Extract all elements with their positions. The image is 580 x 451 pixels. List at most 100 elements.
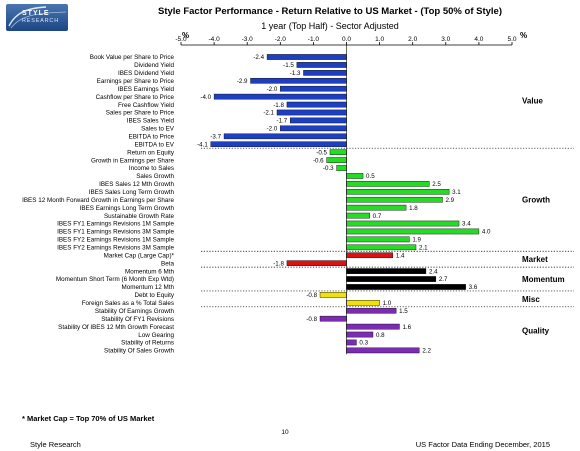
value-label: -0.6 bbox=[313, 157, 324, 164]
bar bbox=[346, 323, 400, 330]
group-label: Market bbox=[522, 255, 548, 264]
value-label: 3.1 bbox=[452, 189, 461, 196]
value-label: -0.8 bbox=[306, 316, 317, 323]
x-tick-label: -2.0 bbox=[275, 36, 287, 43]
group-label: Quality bbox=[522, 327, 550, 336]
category-label: IBES FY2 Earnings Revisions 1M Sample bbox=[57, 237, 174, 244]
category-label: Sales Growth bbox=[136, 173, 174, 180]
value-label: -2.4 bbox=[253, 54, 264, 61]
group-label: Growth bbox=[522, 196, 550, 205]
x-tick-label: 3.0 bbox=[441, 36, 450, 43]
bar bbox=[319, 292, 347, 298]
category-label: Sales per Share to Price bbox=[106, 110, 175, 117]
x-tick-label: 5.0 bbox=[507, 36, 516, 43]
category-label: Foreign Sales as a % Total Sales bbox=[82, 300, 174, 307]
category-label: Beta bbox=[161, 260, 174, 267]
x-tick-label: -3.0 bbox=[242, 36, 254, 43]
value-label: -1.8 bbox=[273, 102, 284, 109]
value-label: 0.3 bbox=[359, 340, 368, 347]
category-label: IBES Sales 12 Mth Growth bbox=[99, 181, 174, 188]
x-tick-label: -5.0 bbox=[175, 36, 187, 43]
bar bbox=[346, 220, 460, 227]
value-label: -2.9 bbox=[237, 78, 248, 85]
value-label: -2.1 bbox=[263, 110, 274, 117]
category-label: Sales to EV bbox=[141, 126, 175, 133]
style-research-logo: STYLE RESEARCH bbox=[6, 4, 68, 31]
category-label: Stability Of IBES 12 Mth Growth Forecast bbox=[58, 324, 174, 331]
value-label: -0.5 bbox=[316, 149, 327, 156]
category-label: Free Cashflow Yield bbox=[118, 102, 174, 109]
value-label: 3.4 bbox=[462, 221, 471, 228]
group-label: Value bbox=[522, 97, 543, 106]
percent-label-right: % bbox=[520, 31, 528, 40]
category-label: Stability of Returns bbox=[121, 340, 174, 347]
bar bbox=[346, 307, 397, 314]
bar bbox=[250, 77, 347, 84]
bar bbox=[346, 244, 417, 251]
value-label: 1.0 bbox=[383, 300, 392, 307]
chart-title: Style Factor Performance - Return Relati… bbox=[157, 6, 502, 17]
logo-swoosh-icon bbox=[8, 6, 67, 29]
value-label: 0.8 bbox=[376, 332, 385, 339]
bar bbox=[346, 300, 380, 306]
percent-label-left: % bbox=[182, 31, 190, 40]
value-label: 2.7 bbox=[439, 276, 448, 283]
bar bbox=[290, 117, 347, 124]
value-label: -0.8 bbox=[306, 292, 317, 299]
bar bbox=[346, 236, 410, 243]
category-label: IBES Dividend Yield bbox=[118, 70, 175, 77]
category-label: Debt to Equity bbox=[134, 292, 174, 299]
bar bbox=[286, 101, 347, 108]
category-label: Stability Of FY1 Revisions bbox=[101, 316, 174, 323]
category-label: IBES 12 Month Forward Growth in Earnings… bbox=[22, 197, 174, 204]
value-label: -0.3 bbox=[323, 165, 334, 172]
bar bbox=[346, 204, 407, 211]
bar bbox=[346, 276, 437, 282]
group-label: Misc bbox=[522, 295, 540, 304]
value-label: 3.6 bbox=[469, 284, 478, 291]
x-tick-label: 1.0 bbox=[375, 36, 384, 43]
bar bbox=[266, 54, 347, 60]
value-label: -1.5 bbox=[283, 62, 294, 69]
value-label: 1.8 bbox=[409, 205, 418, 212]
category-label: IBES FY2 Earnings Revisions 3M Sample bbox=[57, 245, 174, 252]
x-tick-label: 2.0 bbox=[408, 36, 417, 43]
bar bbox=[210, 141, 347, 148]
category-label: Stability Of Earnings Growth bbox=[95, 308, 175, 315]
bar bbox=[336, 165, 347, 171]
bar bbox=[346, 181, 430, 187]
footer-left: Style Research bbox=[30, 440, 81, 449]
bar bbox=[346, 173, 364, 179]
value-label: 2.5 bbox=[432, 181, 441, 188]
category-label: Income to Sales bbox=[129, 165, 174, 172]
category-label: Sustainable Growth Rate bbox=[104, 213, 175, 220]
category-label: Low Gearing bbox=[138, 332, 174, 339]
bar bbox=[346, 212, 370, 219]
bar bbox=[346, 331, 374, 338]
bar bbox=[346, 228, 480, 235]
bar bbox=[346, 347, 420, 354]
value-label: 2.9 bbox=[445, 197, 454, 204]
bar bbox=[346, 189, 450, 195]
market-cap-footnote: * Market Cap = Top 70% of US Market bbox=[22, 414, 155, 423]
value-label: 1.5 bbox=[399, 308, 408, 315]
x-tick-label: 0.0 bbox=[342, 36, 351, 43]
category-label: Cashflow per Share to Price bbox=[96, 94, 175, 101]
value-label: 0.7 bbox=[373, 213, 382, 220]
bar bbox=[326, 157, 347, 163]
category-label: Momentum Short Term (6 Month Exp Wtd) bbox=[56, 276, 174, 283]
category-label: Return on Equity bbox=[127, 149, 175, 156]
category-label: Momentum 6 Mth bbox=[125, 268, 174, 275]
bar bbox=[303, 70, 347, 76]
footer-right: US Factor Data Ending December, 2015 bbox=[415, 440, 550, 449]
category-label: EBITDA to Price bbox=[129, 134, 175, 141]
category-label: IBES Earnings Long Term Growth bbox=[80, 205, 175, 212]
value-label: -3.7 bbox=[210, 134, 221, 141]
value-label: -1.7 bbox=[277, 118, 288, 125]
category-label: Momentum 12 Mth bbox=[122, 284, 175, 291]
group-label: Momentum bbox=[522, 275, 565, 284]
value-label: 1.4 bbox=[396, 252, 405, 259]
bar bbox=[276, 109, 347, 116]
bar bbox=[319, 315, 347, 322]
